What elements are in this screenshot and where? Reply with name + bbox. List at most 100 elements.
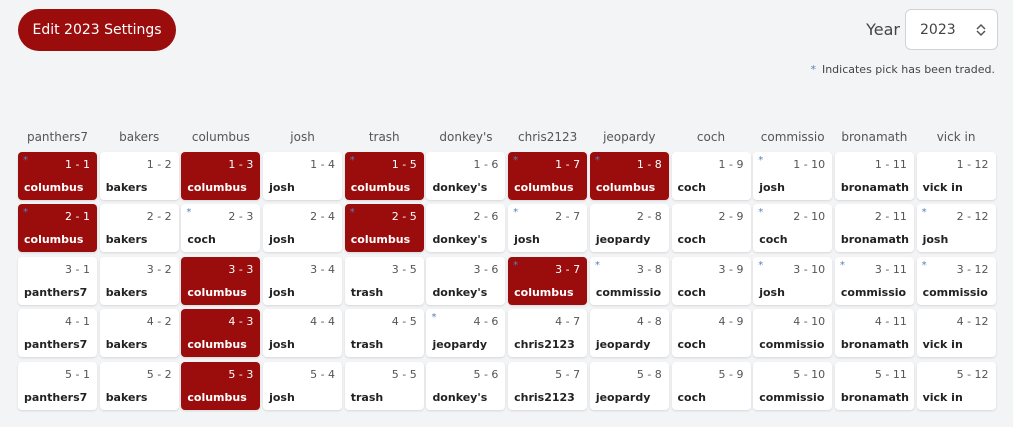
pick-cell[interactable]: 1 - 12 vick in <box>916 151 996 200</box>
pick-cell[interactable]: 2 - 4 josh <box>263 204 343 252</box>
pick-owner: donkey's <box>432 233 488 246</box>
pick-cell[interactable]: * 3 - 8 commissio <box>589 256 669 305</box>
pick-cell[interactable]: 1 - 4 josh <box>263 151 343 200</box>
pick-cell[interactable]: 5 - 3 columbus <box>181 361 261 410</box>
pick-cell[interactable]: 1 - 9 coch <box>671 151 751 200</box>
pick-number: 2 - 2 <box>146 210 172 223</box>
pick-cell[interactable]: 2 - 8 jeopardy <box>589 204 669 252</box>
pick-cell[interactable]: 5 - 10 commissio <box>753 361 833 410</box>
pick-cell[interactable]: 3 - 9 coch <box>671 256 751 305</box>
pick-cell[interactable]: * 1 - 5 columbus <box>344 151 424 200</box>
pick-number: 5 - 6 <box>473 367 499 381</box>
pick-cell[interactable]: * 1 - 7 columbus <box>508 151 588 200</box>
pick-cell[interactable]: * 2 - 1 columbus <box>18 204 97 252</box>
pick-cell[interactable]: 5 - 2 bakers <box>99 361 179 410</box>
pick-cell[interactable]: 5 - 7 chris2123 <box>508 361 588 410</box>
pick-cell[interactable]: * 1 - 10 josh <box>753 151 833 200</box>
pick-cell[interactable]: 4 - 5 trash <box>344 309 424 357</box>
pick-number: 1 - 9 <box>718 157 744 171</box>
pick-cell[interactable]: 4 - 11 bronamath <box>834 309 914 357</box>
pick-cell[interactable]: 4 - 3 columbus <box>181 309 261 357</box>
pick-cell[interactable]: 1 - 11 bronamath <box>834 151 914 200</box>
pick-number: 5 - 4 <box>310 367 336 381</box>
pick-cell[interactable]: 2 - 11 bronamath <box>834 204 914 252</box>
pick-cell[interactable]: * 1 - 1 columbus <box>18 151 97 200</box>
pick-cell[interactable]: 1 - 6 donkey's <box>426 151 506 200</box>
pick-cell[interactable]: 5 - 8 jeopardy <box>589 361 669 410</box>
team-header: bakers <box>119 130 160 144</box>
pick-cell[interactable]: 3 - 1 panthers7 <box>18 256 97 305</box>
year-select[interactable]: 2023 <box>905 9 998 50</box>
pick-number: 3 - 7 <box>555 262 581 276</box>
pick-cell[interactable]: 5 - 11 bronamath <box>834 361 914 410</box>
traded-star-icon: * <box>349 154 355 166</box>
pick-number: 3 - 8 <box>636 262 662 276</box>
pick-cell[interactable]: * 2 - 5 columbus <box>344 204 424 252</box>
pick-owner: columbus <box>187 390 247 404</box>
pick-cell[interactable]: 3 - 5 trash <box>344 256 424 305</box>
pick-cell[interactable]: 1 - 3 columbus <box>181 151 261 200</box>
pick-owner: jeopardy <box>595 338 651 351</box>
traded-star-icon: * <box>594 259 600 271</box>
pick-cell[interactable]: 4 - 2 bakers <box>99 309 179 357</box>
pick-cell[interactable]: * 3 - 12 commissio <box>916 256 996 305</box>
team-header: panthers7 <box>26 130 89 144</box>
pick-cell[interactable]: * 2 - 10 coch <box>753 204 833 252</box>
pick-cell[interactable]: * 3 - 10 josh <box>753 256 833 305</box>
team-header: coch <box>696 130 726 144</box>
pick-owner: coch <box>677 180 706 194</box>
pick-cell[interactable]: 2 - 2 bakers <box>99 204 179 252</box>
pick-cell[interactable]: 4 - 8 jeopardy <box>589 309 669 357</box>
team-header: donkey's <box>439 130 493 144</box>
traded-star-icon: * <box>921 259 927 271</box>
pick-cell[interactable]: 3 - 4 josh <box>263 256 343 305</box>
pick-number: 2 - 4 <box>310 210 336 223</box>
pick-cell[interactable]: * 2 - 3 coch <box>181 204 261 252</box>
pick-number: 4 - 7 <box>555 315 581 328</box>
pick-cell[interactable]: 2 - 9 coch <box>671 204 751 252</box>
pick-cell[interactable]: * 2 - 12 josh <box>916 204 996 252</box>
pick-number: 5 - 3 <box>228 367 254 381</box>
team-header: vick in <box>936 130 976 144</box>
pick-cell[interactable]: 2 - 6 donkey's <box>426 204 506 252</box>
pick-number: 1 - 5 <box>391 157 417 171</box>
pick-number: 4 - 11 <box>874 315 907 328</box>
pick-number: 4 - 10 <box>793 315 826 328</box>
pick-cell[interactable]: * 2 - 7 josh <box>508 204 588 252</box>
pick-cell[interactable]: 5 - 6 donkey's <box>426 361 506 410</box>
year-label: Year <box>866 20 900 39</box>
pick-cell[interactable]: * 4 - 6 jeopardy <box>426 309 506 357</box>
pick-cell[interactable]: 4 - 7 chris2123 <box>508 309 588 357</box>
pick-cell[interactable]: 4 - 1 panthers7 <box>18 309 97 357</box>
pick-number: 4 - 12 <box>956 315 989 328</box>
pick-cell[interactable]: 4 - 10 commissio <box>753 309 833 357</box>
pick-cell[interactable]: 5 - 12 vick in <box>916 361 996 410</box>
pick-owner: josh <box>269 233 295 246</box>
pick-cell[interactable]: 5 - 5 trash <box>344 361 424 410</box>
pick-owner: columbus <box>514 285 574 299</box>
pick-cell[interactable]: * 1 - 8 columbus <box>589 151 669 200</box>
pick-cell[interactable]: 1 - 2 bakers <box>99 151 179 200</box>
pick-cell[interactable]: 4 - 9 coch <box>671 309 751 357</box>
pick-cell[interactable]: 4 - 12 vick in <box>916 309 996 357</box>
pick-cell[interactable]: 5 - 4 josh <box>263 361 343 410</box>
traded-star-icon: * <box>23 207 28 218</box>
pick-number: 2 - 3 <box>228 210 254 223</box>
pick-number: 2 - 1 <box>65 210 90 223</box>
edit-settings-button[interactable]: Edit 2023 Settings <box>18 9 176 51</box>
pick-owner: panthers7 <box>24 338 88 351</box>
traded-star-icon: * <box>513 154 519 166</box>
pick-cell[interactable]: 5 - 1 panthers7 <box>18 361 97 410</box>
pick-cell[interactable]: 3 - 2 bakers <box>99 256 179 305</box>
pick-number: 3 - 2 <box>146 262 172 276</box>
pick-cell[interactable]: * 3 - 7 columbus <box>508 256 588 305</box>
pick-cell[interactable]: 5 - 9 coch <box>671 361 751 410</box>
traded-star-icon: * <box>758 154 764 166</box>
traded-star-icon: * <box>186 207 192 218</box>
team-header: trash <box>368 130 400 144</box>
pick-cell[interactable]: 4 - 4 josh <box>263 309 343 357</box>
pick-cell[interactable]: 3 - 3 columbus <box>181 256 261 305</box>
pick-number: 2 - 5 <box>391 210 417 223</box>
pick-cell[interactable]: * 3 - 11 commissio <box>834 256 914 305</box>
pick-cell[interactable]: 3 - 6 donkey's <box>426 256 506 305</box>
